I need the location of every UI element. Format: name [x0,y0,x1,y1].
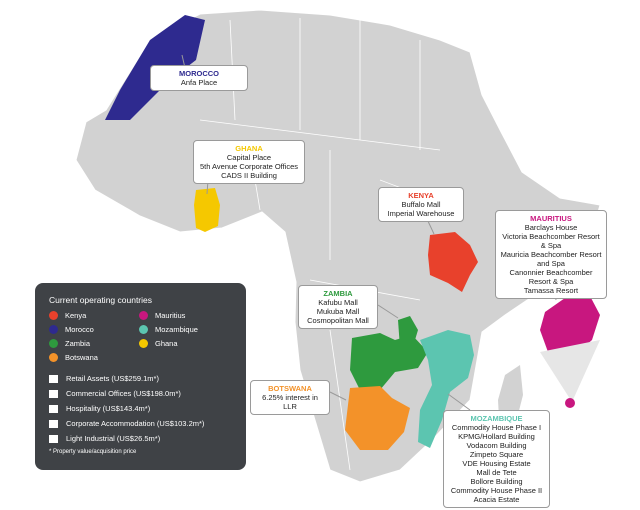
callout-title: MOROCCO [179,69,219,78]
callout-title: GHANA [235,144,263,153]
legend-dot [49,311,58,320]
legend-sector: Corporate Accommodation (US$103.2m*) [49,419,232,428]
country-list: Kenya Mauritius Morocco Mozambique Zambia Gha… [49,311,232,362]
callout: GHANA Capital Place 5th Avenue Corporate O… [193,140,305,184]
mauritius-dot [565,398,575,408]
legend-sector: Commercial Offices (US$198.0m*) [49,389,232,398]
legend-dot [139,311,148,320]
callout-item: 6.25% interest in LLR [262,393,318,411]
callout-item: Commodity House Phase I [451,423,542,432]
sector-icon [49,374,58,383]
sector-label: Retail Assets (US$259.1m*) [66,374,159,383]
callout-title: MOZAMBIQUE [470,414,523,423]
callout-item: Imperial Warehouse [387,209,455,218]
callout-item: Anfa Place [180,78,218,87]
ghana [194,188,220,232]
callout-item: Kafubu Mall [318,298,358,307]
sector-icon [49,434,58,443]
callout-item: Zimpeto Square [469,450,524,459]
sector-label: Hospitality (US$143.4m*) [66,404,151,413]
callout-item: KPMG/Hollard Building [458,432,535,441]
legend-sector: Hospitality (US$143.4m*) [49,404,232,413]
callout-item: Buffalo Mall [401,200,441,209]
callout: MOROCCO Anfa Place [150,65,248,91]
callout: BOTSWANA 6.25% interest in LLR [250,380,330,415]
legend-dot [139,339,148,348]
sector-icon [49,419,58,428]
legend-dot [49,325,58,334]
sector-label: Light Industrial (US$26.5m*) [66,434,161,443]
callout-item: Vodacom Building [466,441,527,450]
callout-item: 5th Avenue Corporate Offices [199,162,299,171]
callout: MAURITIUS Barclays House Victoria Beachcom… [495,210,607,299]
legend-country: Morocco [49,325,139,334]
mauritius [540,296,600,355]
legend-sector: Retail Assets (US$259.1m*) [49,374,232,383]
callout-item: Bollore Building [470,477,523,486]
legend-country-name: Mozambique [155,325,198,334]
legend-country: Mauritius [139,311,229,320]
legend-dot [139,325,148,334]
sector-label: Commercial Offices (US$198.0m*) [66,389,181,398]
kenya [428,232,478,292]
callout-item: CADS II Building [221,171,277,180]
mauritius-pointer [540,340,600,402]
callout-title: MAURITIUS [530,214,572,223]
legend-country-name: Botswana [65,353,98,362]
callout: KENYA Buffalo Mall Imperial Warehouse [378,187,464,222]
legend-country: Botswana [49,353,139,362]
legend-country-name: Mauritius [155,311,186,320]
callout-item: Tamassa Resort [523,286,579,295]
callout-item: Commodity House Phase II [450,486,543,495]
legend-sector: Light Industrial (US$26.5m*) [49,434,232,443]
legend-dot [49,339,58,348]
mozambique [418,330,474,448]
callout-item: Victoria Beachcomber Resort & Spa [502,232,600,250]
sector-list: Retail Assets (US$259.1m*) Commercial Off… [49,374,232,443]
callout-item: VDE Housing Estate [462,459,531,468]
callout-title: KENYA [408,191,434,200]
callout-item: Mall de Tete [476,468,517,477]
legend-note: * Property value/acquisition price [49,449,137,455]
legend-country: Ghana [139,339,229,348]
callout-item: Canonnier Beachcomber Resort & Spa [509,268,593,286]
legend-country: Kenya [49,311,139,320]
callout-item: Acacia Estate [473,495,520,504]
zambia-north [398,316,418,350]
callout: ZAMBIA Kafubu Mall Mukuba Mall Cosmopolitan… [298,285,378,329]
callout-item: Barclays House [524,223,578,232]
sector-icon [49,404,58,413]
legend-country-name: Ghana [155,339,178,348]
callout: MOZAMBIQUE Commodity House Phase I KPMG/Ho… [443,410,550,508]
callout-item: Cosmopolitan Mall [307,316,369,325]
legend-country-name: Kenya [65,311,87,320]
callout-item: Mauricia Beachcomber Resort and Spa [500,250,602,268]
legend-title: Current operating countries [49,295,153,305]
sector-label: Corporate Accommodation (US$103.2m*) [66,419,205,428]
legend-country-name: Morocco [65,325,94,334]
callout-item: Mukuba Mall [316,307,360,316]
legend-country-name: Zambia [65,339,91,348]
legend-country: Zambia [49,339,139,348]
callout-item: Capital Place [226,153,272,162]
legend: Current operating countries Kenya Mauriti… [35,283,246,470]
legend-dot [49,353,58,362]
sector-icon [49,389,58,398]
callout-title: BOTSWANA [268,384,312,393]
callout-title: ZAMBIA [323,289,353,298]
legend-country: Mozambique [139,325,229,334]
botswana [345,386,410,450]
